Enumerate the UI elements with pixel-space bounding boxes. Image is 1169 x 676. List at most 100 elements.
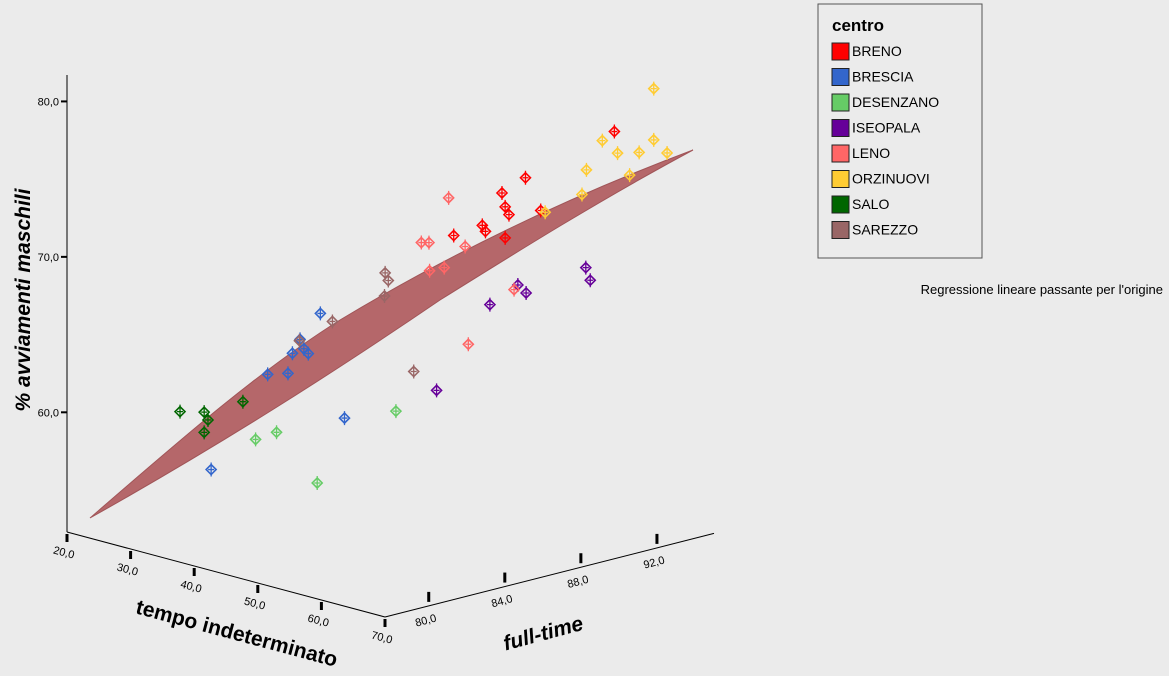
data-point (579, 260, 592, 275)
data-point (633, 145, 646, 160)
point-cross (329, 314, 336, 329)
legend-label: ISEOPALA (852, 120, 921, 136)
point-cross (385, 273, 392, 288)
data-point (507, 282, 521, 297)
x-tick-label: 50,0 (243, 596, 267, 613)
point-cross (498, 185, 505, 200)
point-cross (410, 364, 417, 379)
legend-swatch (831, 42, 850, 61)
data-point (311, 475, 324, 490)
point-cross (273, 425, 280, 440)
x-tick-label: 60,0 (306, 613, 330, 630)
data-point (660, 145, 674, 160)
y-tick-label: 84,0 (490, 593, 514, 610)
point-cross (204, 412, 211, 427)
data-point (314, 306, 327, 321)
z-tick-label: 70,0 (38, 252, 59, 264)
point-cross (465, 337, 472, 352)
data-point (198, 425, 211, 440)
point-cross (239, 394, 246, 409)
point-cross (523, 285, 530, 300)
legend-label: DESENZANO (852, 94, 939, 110)
data-point (422, 235, 436, 250)
data-point (479, 224, 492, 239)
data-point (338, 411, 351, 426)
y-tick-label: 80,0 (414, 612, 438, 629)
z-axis-label: % avviamenti maschili (12, 187, 35, 411)
legend-label: ORZINUOVI (852, 171, 930, 187)
data-point (423, 263, 436, 278)
data-point (580, 162, 593, 177)
point-cross (252, 432, 259, 447)
legend-title: centro (832, 16, 884, 35)
point-cross (502, 199, 509, 214)
data-point (459, 239, 472, 254)
point-cross (450, 228, 457, 243)
data-point (539, 205, 552, 220)
point-cross (341, 411, 348, 426)
point-cross (582, 260, 589, 275)
point-cross (583, 162, 590, 177)
legend-label: LENO (852, 145, 890, 161)
legend-swatch (831, 195, 850, 214)
x-tick-label: 30,0 (115, 562, 139, 579)
point-cross (289, 346, 296, 361)
point-cross (426, 263, 433, 278)
data-point (584, 273, 597, 288)
data-point (442, 190, 455, 205)
data-point (286, 346, 299, 361)
legend-swatch (831, 68, 850, 86)
point-cross (392, 404, 399, 419)
z-tick-label: 60,0 (38, 407, 59, 419)
data-point (389, 404, 403, 419)
data-point (647, 132, 660, 147)
z-tick-label: 80,0 (38, 96, 59, 108)
data-point (502, 207, 516, 222)
data-point (382, 273, 395, 288)
data-point (596, 133, 609, 148)
point-cross (482, 224, 489, 239)
x-axis (66, 531, 386, 618)
data-point (326, 314, 339, 329)
point-cross (636, 145, 643, 160)
legend-swatch (831, 119, 850, 137)
data-point (293, 333, 306, 348)
data-point (519, 285, 533, 300)
point-cross (425, 235, 432, 250)
x-tick-label: 70,0 (370, 630, 394, 647)
data-point (623, 168, 636, 183)
point-cross (441, 260, 448, 275)
data-point (201, 412, 215, 427)
point-cross (542, 205, 549, 220)
point-cross (664, 145, 671, 160)
point-cross (514, 277, 521, 292)
data-point (198, 405, 211, 420)
data-point (438, 260, 451, 275)
data-point (647, 81, 660, 96)
data-point (483, 297, 497, 312)
data-point (519, 170, 532, 185)
point-cross (614, 146, 621, 161)
point-cross (445, 190, 452, 205)
data-point (462, 337, 475, 352)
point-cross (208, 462, 215, 477)
point-cross (177, 404, 184, 419)
legend-swatch (831, 93, 850, 112)
data-point (407, 364, 420, 379)
point-cross (650, 81, 657, 96)
point-cross (314, 475, 321, 490)
x-axis-label: tempo indeterminato (133, 596, 340, 672)
regression-surface (89, 149, 694, 519)
point-cross (587, 273, 594, 288)
point-cross (650, 132, 657, 147)
data-point (173, 404, 187, 419)
point-cross (305, 346, 312, 361)
data-point (249, 432, 262, 447)
legend-swatch (831, 144, 850, 163)
y-axis (384, 532, 715, 618)
legend-swatch (831, 170, 850, 188)
point-cross (264, 367, 271, 382)
point-cross (462, 239, 469, 254)
point-cross (578, 187, 585, 202)
